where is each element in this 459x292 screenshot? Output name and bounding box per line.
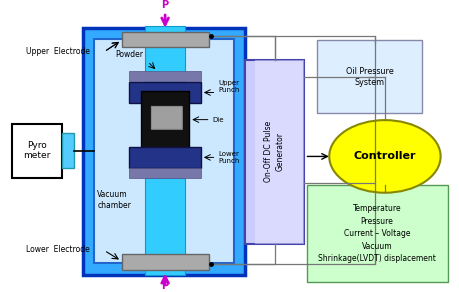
Text: P: P [162, 0, 168, 10]
Text: Upper
Punch: Upper Punch [218, 80, 240, 93]
Bar [246, 60, 303, 244]
Bar [317, 40, 422, 113]
Bar [141, 91, 189, 149]
Text: Temperature
Pressure
Current – Voltage
Vacuum
Shrinkage(LVDT) displacement: Temperature Pressure Current – Voltage V… [318, 204, 436, 263]
Text: Die: Die [213, 117, 224, 123]
Bar [151, 106, 182, 129]
Bar [151, 106, 182, 129]
Bar [129, 82, 201, 103]
Ellipse shape [329, 120, 441, 193]
Text: Pyro
meter: Pyro meter [23, 141, 51, 160]
Text: On-Off DC Pulse
Generator: On-Off DC Pulse Generator [264, 121, 285, 182]
Bar [129, 147, 201, 168]
Text: Lower
Punch: Lower Punch [218, 151, 240, 164]
Text: Powder: Powder [116, 50, 144, 59]
Bar [145, 26, 185, 142]
Bar [129, 168, 201, 178]
Bar [83, 28, 246, 274]
Text: Oil Pressure
System: Oil Pressure System [346, 67, 393, 87]
Bar [122, 32, 209, 47]
Text: P: P [162, 281, 168, 291]
Text: Vacuum
chamber: Vacuum chamber [97, 190, 131, 210]
Bar [62, 133, 74, 168]
Text: Lower  Electrode: Lower Electrode [26, 245, 90, 254]
Bar [255, 60, 303, 244]
Bar [129, 71, 201, 81]
Bar [122, 254, 209, 270]
Text: Controller: Controller [354, 152, 416, 161]
Bar [95, 39, 234, 263]
Bar [308, 185, 448, 282]
Bar [12, 124, 62, 178]
Text: Upper  Electrode: Upper Electrode [26, 47, 90, 56]
Bar [145, 178, 185, 274]
